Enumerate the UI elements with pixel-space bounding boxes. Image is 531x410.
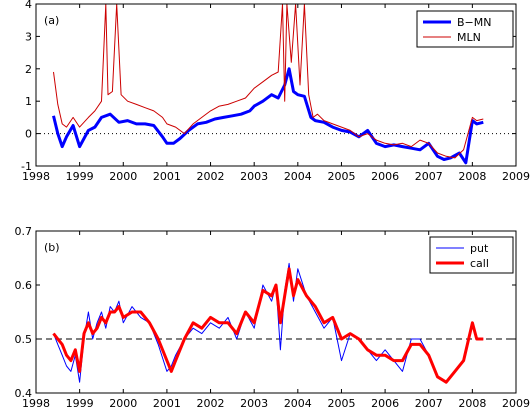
legend-label-1: put (470, 242, 489, 255)
legend-box (416, 10, 514, 48)
y-tick-label: -1 (21, 160, 32, 173)
series-group (52, 4, 484, 165)
x-tick-label: 2001 (153, 397, 181, 410)
y-tick-label: 0.5 (15, 333, 33, 346)
chart-panel-2: 1998 1999 2000 2001 2002 2003 2004 2005 2006 2007… (15, 225, 531, 410)
chart-panel-1: 1998 1999 2000 2001 2002 2003 2004 2005 2006 2007… (21, 0, 530, 183)
legend: put call (429, 236, 514, 274)
x-tick-label: 2001 (153, 170, 181, 183)
y-tick-label: 0.6 (15, 279, 33, 292)
y-tick-label: 3 (25, 30, 32, 43)
x-tick-label: 2000 (109, 170, 137, 183)
y-tick-label: 4 (25, 0, 32, 11)
x-tick-label: 2008 (458, 397, 486, 410)
legend: B−MN MLN (416, 10, 514, 48)
x-tick-label: 2003 (240, 397, 268, 410)
legend-label-1: B−MN (457, 16, 491, 29)
x-tick-label: 2008 (458, 170, 486, 183)
x-tick-label: 2006 (371, 397, 399, 410)
x-tick-label: 1998 (22, 170, 50, 183)
panel-label: (a) (44, 14, 59, 27)
y-tick-label: 1 (25, 95, 32, 108)
x-tick-label: 2000 (109, 397, 137, 410)
x-tick-label: 2003 (240, 170, 268, 183)
y-tick-label: 0.7 (15, 225, 33, 238)
x-tick-label: 2005 (327, 170, 355, 183)
series-group (52, 262, 484, 384)
x-tick-label: 2007 (415, 397, 443, 410)
y-tick-label: 2 (25, 63, 32, 76)
x-tick-label: 2007 (415, 170, 443, 183)
x-tick-label: 2009 (502, 170, 530, 183)
series-line-2 (53, 4, 484, 159)
x-tick-label: 2002 (197, 170, 225, 183)
axes-frame (35, 3, 517, 167)
chart-panels: 1998 1999 2000 2001 2002 2003 2004 2005 2006 2007… (15, 0, 531, 410)
legend-box (429, 236, 514, 274)
legend-label-2: MLN (457, 31, 481, 44)
legend-label-2: call (470, 257, 489, 270)
series-line-2 (52, 267, 484, 384)
x-tick-label: 2004 (284, 397, 312, 410)
x-tick-label: 1999 (66, 170, 94, 183)
x-tick-label: 2009 (502, 397, 530, 410)
x-tick-label: 2002 (197, 397, 225, 410)
series-line-1 (52, 67, 484, 165)
x-tick-label: 1998 (22, 397, 50, 410)
axes-frame (35, 230, 517, 394)
panel-label: (b) (44, 241, 60, 254)
x-tick-label: 2005 (327, 397, 355, 410)
y-tick-label: 0.4 (15, 387, 33, 400)
x-tick-label: 1999 (66, 397, 94, 410)
x-tick-label: 2004 (284, 170, 312, 183)
y-tick-label: 0 (25, 128, 32, 141)
x-tick-label: 2006 (371, 170, 399, 183)
